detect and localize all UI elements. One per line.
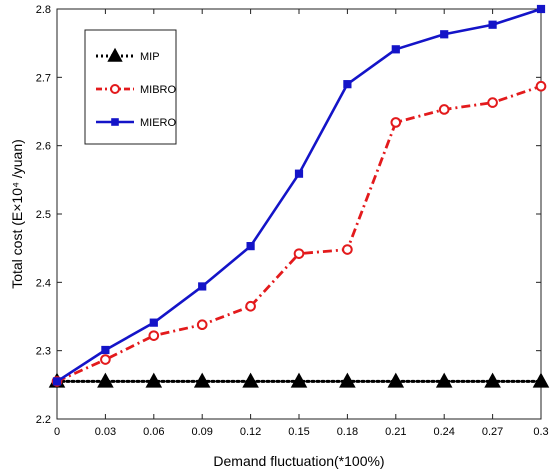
series-mip-marker <box>484 372 501 388</box>
x-tick-label: 0.06 <box>143 426 164 438</box>
series-mibro-marker <box>535 80 547 92</box>
x-axis-ticks: 0 0.03 0.06 0.09 0.12 0.15 0.18 0.21 0.24 0.27 0.3 <box>54 9 549 438</box>
series-miero-marker <box>343 80 352 89</box>
y-tick-label: 2.6 <box>36 141 51 153</box>
series-mibro-marker <box>148 330 160 341</box>
y-tick-label: 2.8 <box>36 4 51 16</box>
series-miero-marker <box>246 242 255 251</box>
legend-mip-marker <box>107 47 123 62</box>
series-mip-marker <box>532 372 550 388</box>
y-tick-label: 2.2 <box>36 414 51 426</box>
x-tick-label: 0.09 <box>191 426 212 438</box>
legend-items: MIP MIBRO MIERO <box>96 47 177 129</box>
legend-mibro-marker <box>110 84 120 94</box>
x-axis-label: Demand fluctuation(*100%) <box>213 453 384 469</box>
legend-miero-label: MIERO <box>140 117 177 129</box>
x-tick-label: 0.12 <box>240 426 261 438</box>
series-miero <box>52 4 546 386</box>
x-tick-label: 0 <box>54 426 60 438</box>
series-mibro-marker <box>245 300 256 312</box>
series-mibro-marker <box>293 248 305 259</box>
y-tick-label: 2.3 <box>36 346 51 358</box>
legend-miero-marker <box>111 118 119 126</box>
series-mip-marker <box>435 372 453 388</box>
x-tick-label: 0.24 <box>433 426 454 438</box>
series-mip-marker <box>145 372 163 388</box>
series-miero-marker <box>536 4 546 14</box>
series-miero-marker <box>488 20 497 29</box>
y-tick-label: 2.7 <box>36 72 51 84</box>
x-tick-label: 0.03 <box>95 426 116 438</box>
series-miero-marker <box>52 377 62 386</box>
y-axis-label: Total cost (E×10⁴ /yuan) <box>9 139 25 289</box>
y-tick-label: 2.5 <box>36 209 51 221</box>
series-mip-marker <box>339 372 356 388</box>
x-tick-label: 0.3 <box>533 426 548 438</box>
legend-mip: MIP <box>96 47 160 63</box>
series-mip-marker <box>242 372 259 388</box>
series-mip-marker <box>97 372 114 388</box>
series-mibro-marker <box>438 104 450 115</box>
series-layer <box>48 4 550 388</box>
legend-box <box>84 29 177 145</box>
series-miero-marker <box>391 45 400 54</box>
x-tick-label: 0.27 <box>482 426 503 438</box>
series-mibro-marker <box>100 354 111 365</box>
series-miero-marker <box>440 30 449 39</box>
y-tick-label: 2.4 <box>36 277 51 289</box>
series-miero-marker <box>294 169 304 178</box>
series-miero-marker <box>101 345 110 355</box>
legend-mibro: MIBRO <box>96 84 177 96</box>
x-tick-label: 0.15 <box>288 426 309 438</box>
series-miero-marker <box>198 282 207 291</box>
series-mibro <box>51 80 547 387</box>
legend-mip-label: MIP <box>140 51 160 63</box>
series-miero-marker <box>149 318 158 327</box>
x-tick-label: 0.21 <box>385 426 406 438</box>
series-mibro-marker <box>390 117 402 128</box>
y-axis-ticks: 2.2 2.3 2.4 2.5 2.6 2.7 2.8 <box>36 4 541 426</box>
series-mip-marker <box>290 372 308 388</box>
series-mip-marker <box>387 372 405 388</box>
series-mibro-marker <box>342 244 353 255</box>
series-mibro-marker <box>487 97 498 108</box>
legend: MIP MIBRO MIERO <box>84 29 177 145</box>
series-mibro-marker <box>196 319 208 331</box>
series-mip-marker <box>193 372 211 388</box>
legend-mibro-label: MIBRO <box>140 84 177 96</box>
legend-miero: MIERO <box>96 117 177 129</box>
x-tick-label: 0.18 <box>337 426 358 438</box>
